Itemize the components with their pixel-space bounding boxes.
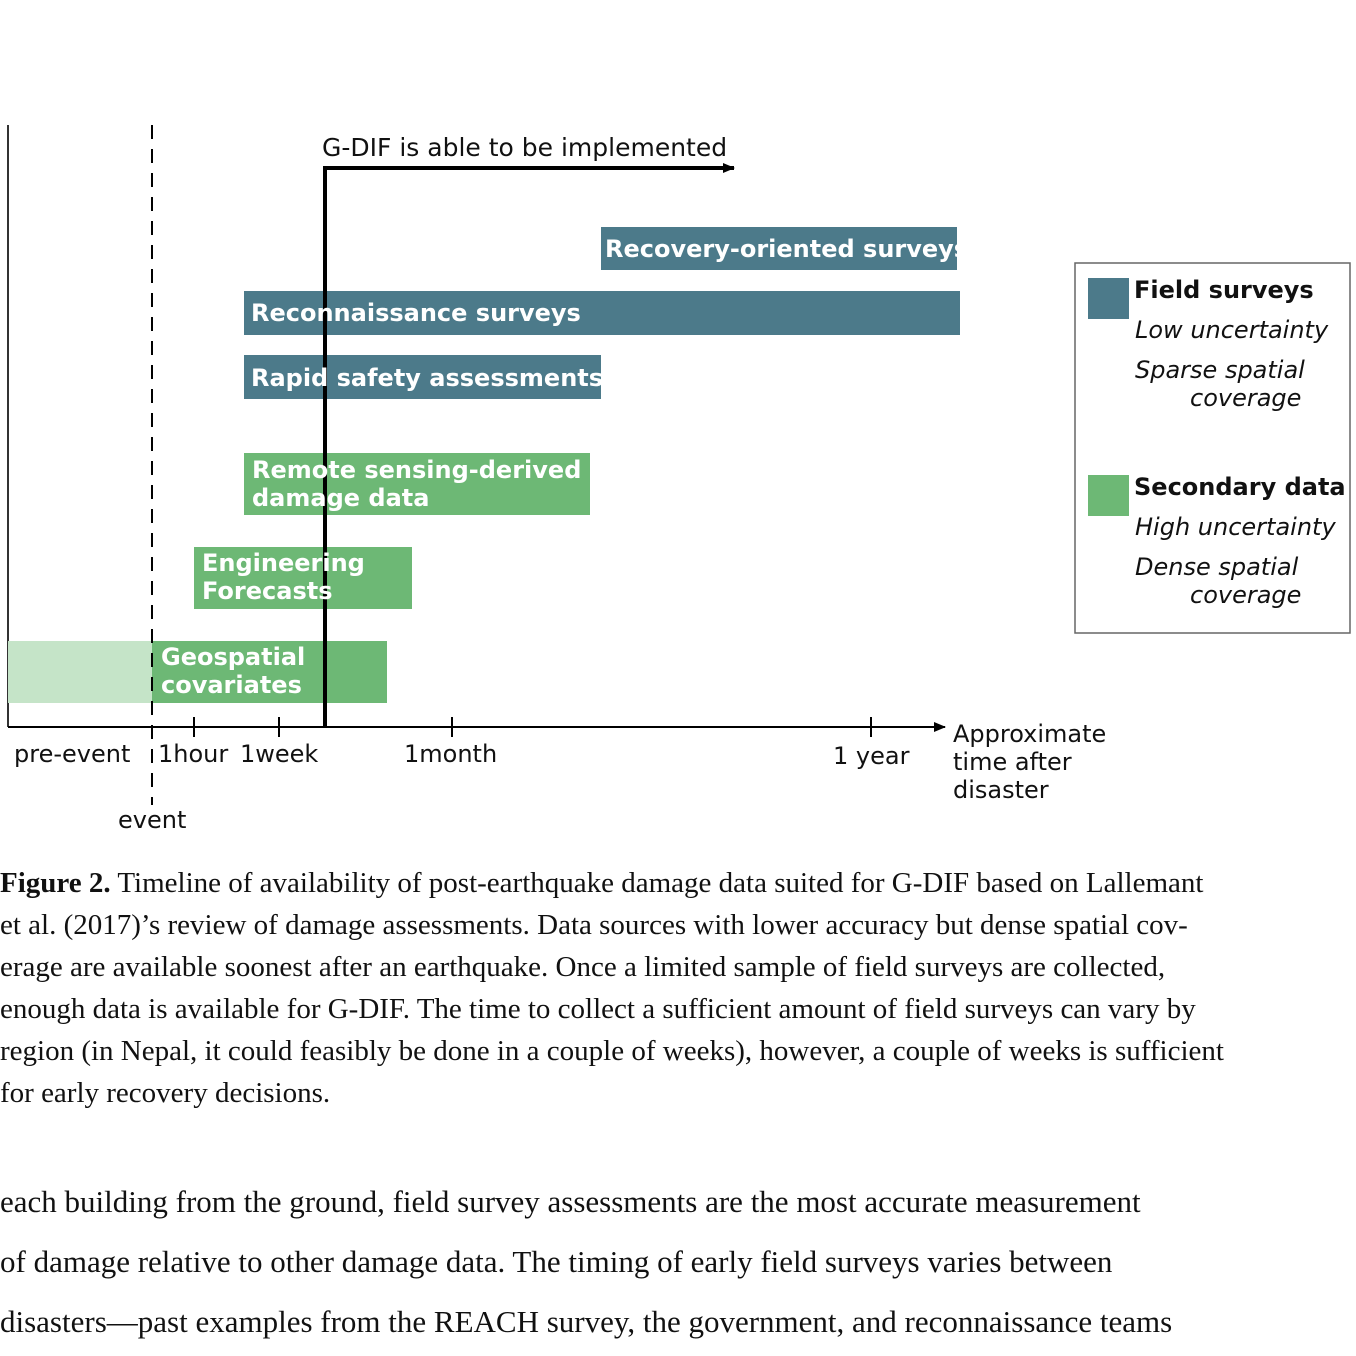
axis-label-line-1: Approximate — [953, 720, 1106, 748]
bar-rapid-safety-assessments — [244, 355, 601, 399]
legend-field-line-2: Sparse spatial — [1135, 356, 1305, 384]
gdif-label: G-DIF is able to be implemented — [322, 133, 727, 162]
caption-label: Figure 2. — [0, 867, 111, 899]
event-label: event — [118, 806, 186, 834]
body-line: each building from the ground, field sur… — [0, 1184, 1141, 1219]
legend-swatch-field — [1088, 278, 1129, 319]
tick-label-1month: 1month — [404, 740, 497, 768]
legend-secondary-line-3: coverage — [1190, 581, 1301, 609]
tick-label-1hour: 1hour — [158, 740, 228, 768]
tick-label-1year: 1 year — [833, 742, 910, 770]
legend-title-secondary: Secondary data — [1134, 473, 1346, 501]
tick-label-pre-event: pre-event — [14, 740, 130, 768]
pre-event-band — [8, 641, 152, 703]
caption-line: et al. (2017)’s review of damage assessm… — [0, 909, 1188, 941]
bar-reconnaissance-surveys — [244, 291, 960, 335]
legend-field-line-1: Low uncertainty — [1135, 316, 1329, 344]
bar-label-recovery: Recovery-oriented surveys — [605, 235, 968, 263]
figure-caption: Figure 2. Timeline of availability of po… — [0, 862, 1356, 1114]
timeline-figure: G-DIF is able to be implemented Recovery… — [7, 125, 1351, 834]
bar-remote-sensing-damage-data — [244, 453, 590, 515]
body-line: disasters—past examples from the REACH s… — [0, 1304, 1173, 1339]
axis-label-line-3: disaster — [953, 776, 1049, 804]
caption-line: Figure 2. Timeline of availability of po… — [0, 862, 1356, 904]
caption-text: Timeline of availability of post-earthqu… — [110, 867, 1204, 899]
legend-title-field: Field surveys — [1134, 276, 1314, 304]
legend-box — [1074, 262, 1351, 634]
bar-label-engineering-1: Engineering — [202, 549, 365, 577]
legend: Field surveys Low uncertainty Sparse spa… — [1074, 262, 1351, 634]
bar-geospatial-covariates — [152, 641, 387, 703]
legend-field-line-3: coverage — [1190, 384, 1301, 412]
legend-secondary-line-1: High uncertainty — [1135, 513, 1336, 541]
bar-engineering-forecasts — [194, 547, 412, 609]
body-paragraph: each building from the ground, field sur… — [0, 1172, 1356, 1352]
bar-label-reconnaissance: Reconnaissance surveys — [251, 299, 581, 327]
caption-line: for early recovery decisions. — [0, 1077, 331, 1109]
axis-label-line-2: time after — [953, 748, 1072, 776]
bar-label-geospatial-1: Geospatial — [161, 643, 305, 671]
bar-label-rapid-safety: Rapid safety assessments — [251, 364, 603, 392]
caption-line: erage are available soonest after an ear… — [0, 951, 1166, 983]
body-line: of damage relative to other damage data.… — [0, 1244, 1113, 1279]
legend-swatch-secondary — [1088, 475, 1129, 516]
legend-secondary-line-2: Dense spatial — [1135, 553, 1299, 581]
bar-label-engineering-2: Forecasts — [202, 577, 333, 605]
bar-label-remote-sensing-1: Remote sensing-derived — [252, 456, 581, 484]
tick-label-1week: 1week — [240, 740, 318, 768]
caption-line: region (in Nepal, it could feasibly be d… — [0, 1035, 1224, 1067]
bar-label-geospatial-2: covariates — [161, 671, 302, 699]
bar-recovery-oriented-surveys — [601, 227, 957, 270]
caption-line: enough data is available for G-DIF. The … — [0, 993, 1196, 1025]
bar-label-remote-sensing-2: damage data — [252, 484, 429, 512]
